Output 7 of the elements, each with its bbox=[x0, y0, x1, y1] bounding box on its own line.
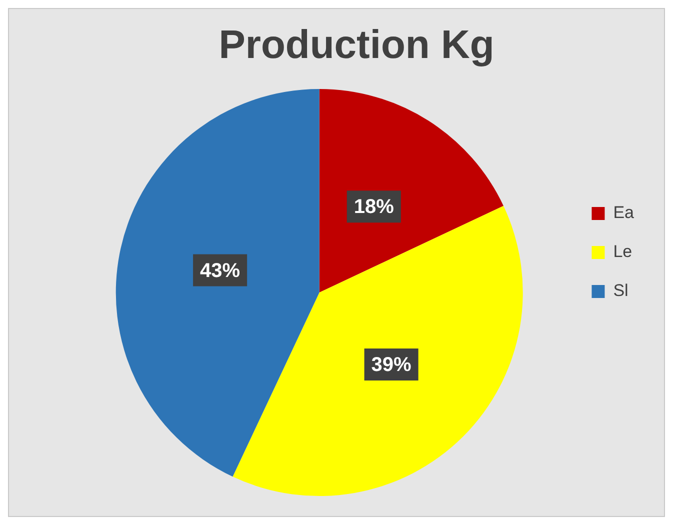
data-label: 18% bbox=[354, 196, 394, 218]
legend-label: Le bbox=[613, 242, 632, 262]
chart-title: Production Kg bbox=[218, 23, 494, 68]
data-label: 43% bbox=[200, 260, 240, 282]
legend-label: Ea bbox=[613, 203, 635, 222]
data-label: 39% bbox=[371, 354, 412, 376]
legend-label: Sl bbox=[613, 281, 628, 300]
